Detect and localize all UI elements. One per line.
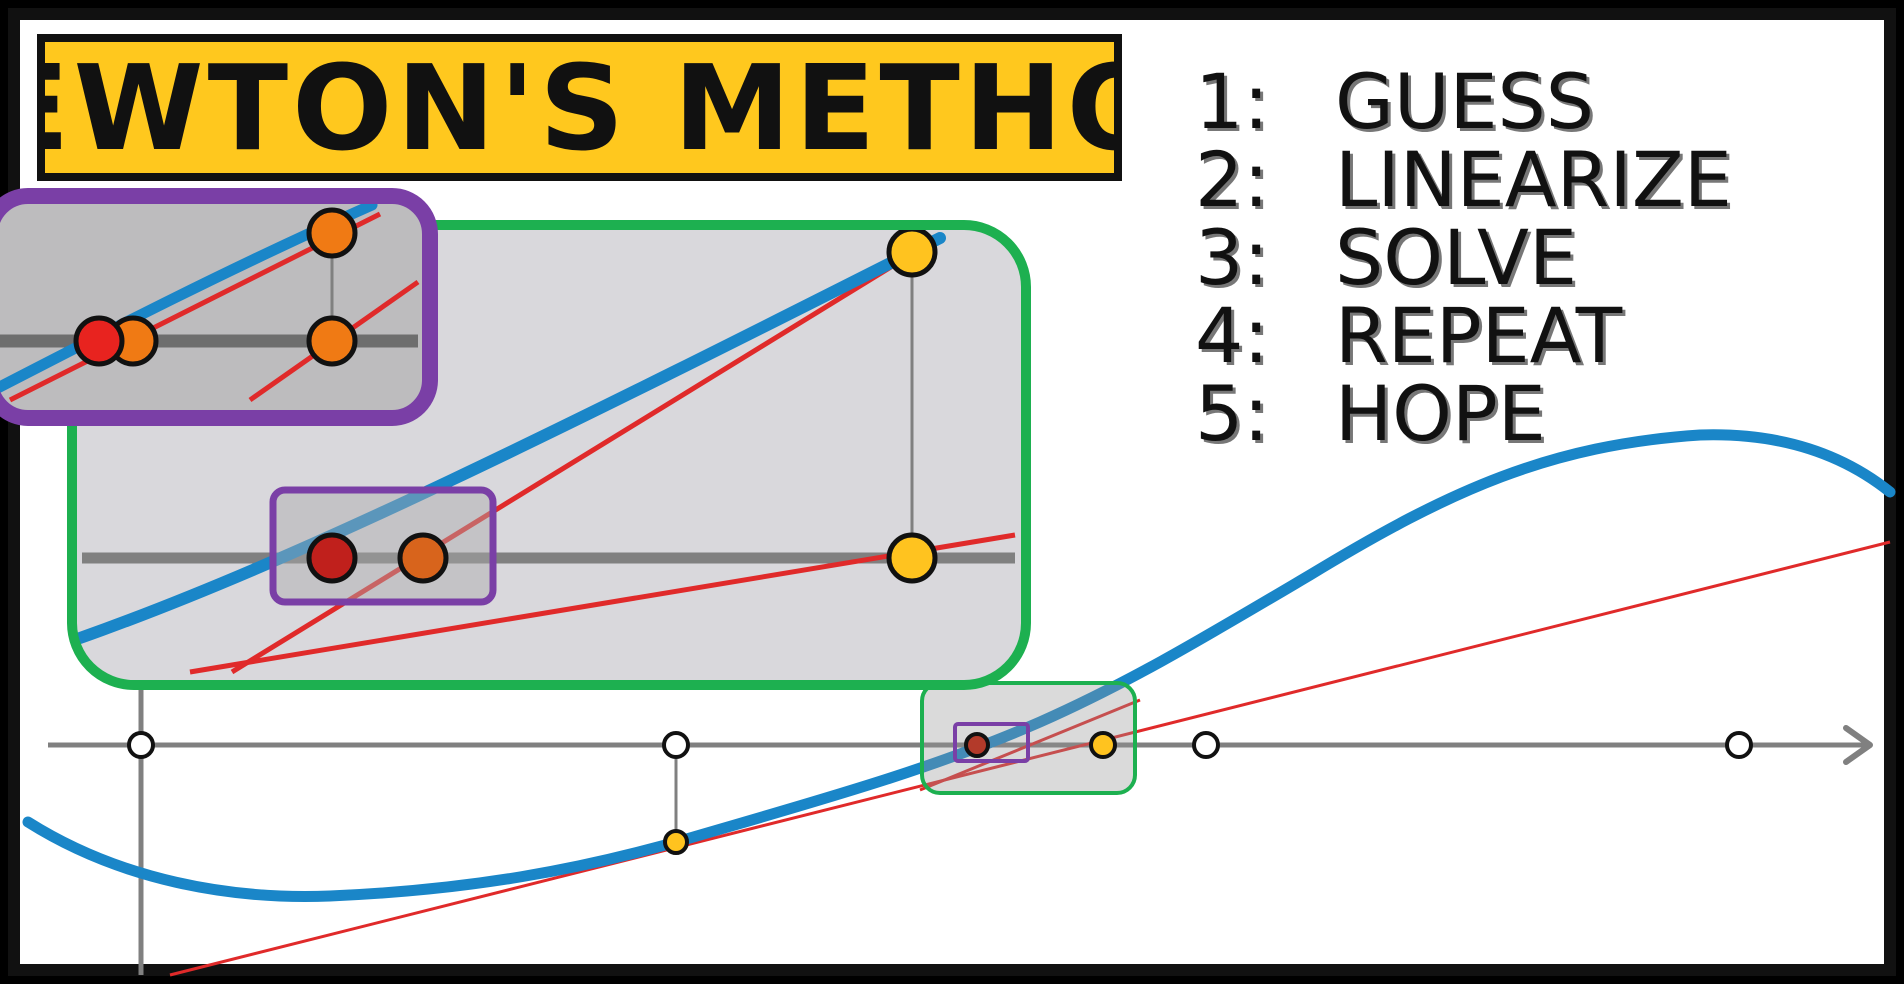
step-number: 1:	[1195, 56, 1269, 146]
zoom-region-purple-medium	[269, 486, 497, 606]
zoom-function-curve	[74, 232, 946, 644]
steps-list: 1: GUESS 2: LINEARIZE 3: SOLVE 4: REPEAT…	[1195, 57, 1755, 458]
step-label: REPEAT	[1335, 290, 1623, 380]
step-number: 2:	[1195, 134, 1269, 224]
axis-point-origin	[127, 731, 155, 759]
step-item: 1: GUESS	[1195, 57, 1755, 146]
iterate-point-small	[1089, 731, 1117, 759]
axis-point-b	[1725, 731, 1753, 759]
step-number: 3:	[1195, 212, 1269, 302]
step-number: 5:	[1195, 368, 1269, 458]
axis-arrow-icon	[1843, 725, 1873, 765]
purple-iterate-point-axis	[306, 315, 358, 367]
zoom-iterate-point-orange	[397, 532, 449, 584]
step-item: 5: HOPE	[1195, 369, 1755, 458]
main-plot	[22, 429, 1896, 977]
function-curve	[22, 429, 1896, 902]
title-banner: NEWTON'S METHOD	[37, 34, 1122, 181]
axis-point-a	[1192, 731, 1220, 759]
zoom-region-purple-small	[953, 722, 1030, 763]
step-label: GUESS	[1335, 56, 1595, 146]
step-item: 4: REPEAT	[1195, 291, 1755, 380]
zoom-guess-point-on-curve	[886, 226, 938, 278]
purple-iterate-point-on-curve	[306, 207, 358, 259]
step-item: 3: SOLVE	[1195, 213, 1755, 302]
root-point-small	[964, 732, 990, 758]
zoom-root-point	[306, 532, 358, 584]
zoom-iterate-point-axis	[886, 532, 938, 584]
zoom-tangent-1	[189, 532, 1016, 675]
purple-root-point	[73, 315, 125, 367]
tangent-line-1	[169, 540, 1891, 977]
step-label: LINEARIZE	[1335, 134, 1732, 224]
step-number: 4:	[1195, 290, 1269, 380]
step-label: HOPE	[1335, 368, 1546, 458]
zoom-panel-purple	[0, 188, 438, 426]
step-item: 2: LINEARIZE	[1195, 135, 1755, 224]
guess-point-on-curve	[663, 829, 689, 855]
axis-point-guess	[662, 731, 690, 759]
page-title: NEWTON'S METHOD	[45, 38, 1114, 177]
step-label: SOLVE	[1335, 212, 1578, 302]
